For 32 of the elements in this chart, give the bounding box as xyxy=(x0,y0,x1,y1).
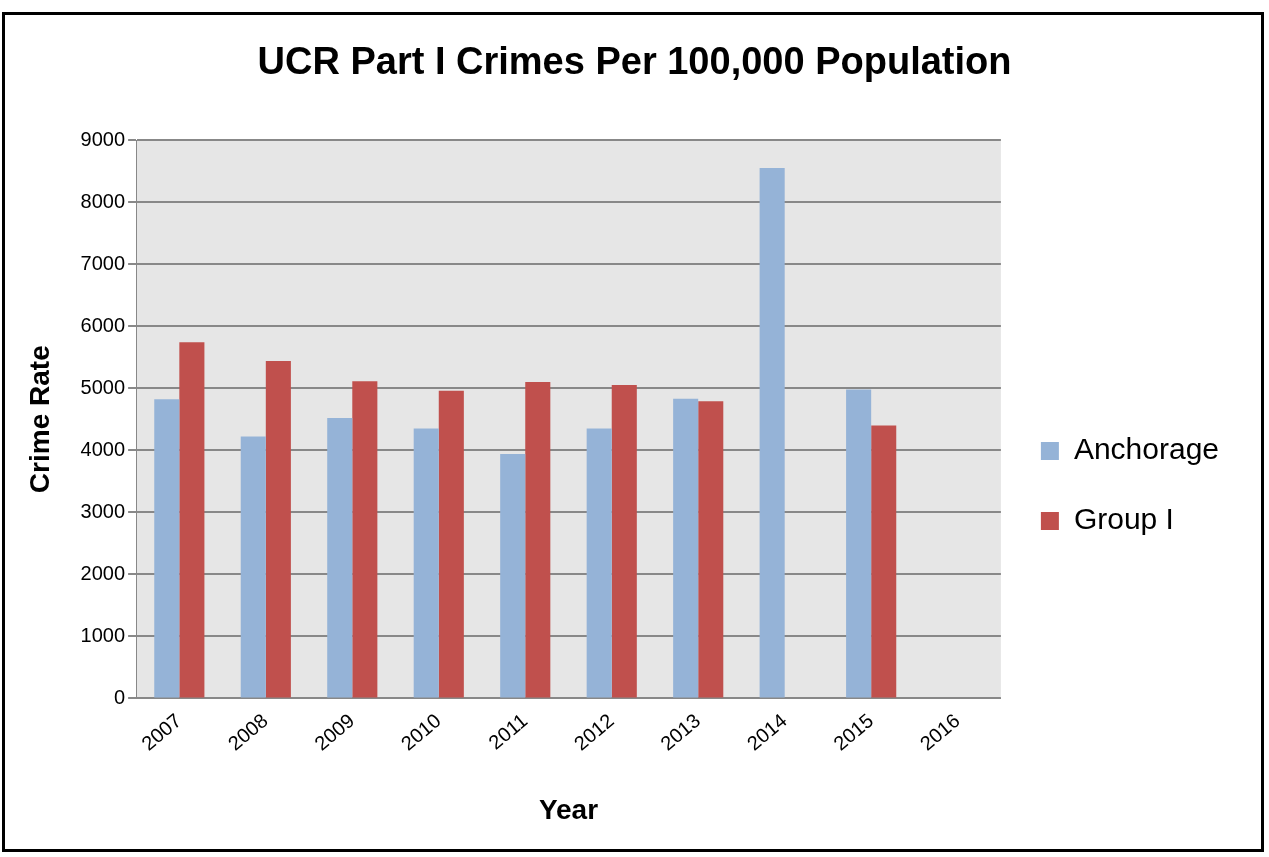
bar xyxy=(698,401,724,698)
bar xyxy=(240,436,266,698)
bar xyxy=(586,428,612,698)
y-tick-label: 0 xyxy=(113,685,126,708)
bar xyxy=(327,417,353,698)
y-tick-label: 2000 xyxy=(80,561,126,584)
x-axis-title: Year xyxy=(538,793,599,825)
bar xyxy=(871,425,897,698)
y-axis-title: Crime Rate xyxy=(23,345,55,494)
chart-title: UCR Part I Crimes Per 100,000 Population xyxy=(256,40,1013,83)
y-tick-label: 1000 xyxy=(80,623,126,646)
bar xyxy=(525,381,551,698)
bar xyxy=(846,389,872,698)
bar xyxy=(500,453,526,698)
bar xyxy=(673,398,699,698)
y-tick-label: 6000 xyxy=(80,313,126,336)
y-tick-label: 5000 xyxy=(80,375,126,398)
bar xyxy=(413,428,439,698)
bar xyxy=(759,167,785,698)
legend-label: Anchorage xyxy=(1073,432,1219,466)
y-tick-label: 3000 xyxy=(80,499,126,522)
bar xyxy=(438,390,464,698)
y-tick-label: 9000 xyxy=(80,127,126,150)
bar xyxy=(265,360,291,698)
y-tick-label: 8000 xyxy=(80,189,126,212)
y-tick-label: 7000 xyxy=(80,251,126,274)
bar xyxy=(179,342,205,698)
bar xyxy=(611,385,637,698)
legend-label: Group I xyxy=(1073,502,1174,536)
bar xyxy=(154,399,180,698)
y-tick-label: 4000 xyxy=(80,437,126,460)
bar xyxy=(352,381,378,698)
